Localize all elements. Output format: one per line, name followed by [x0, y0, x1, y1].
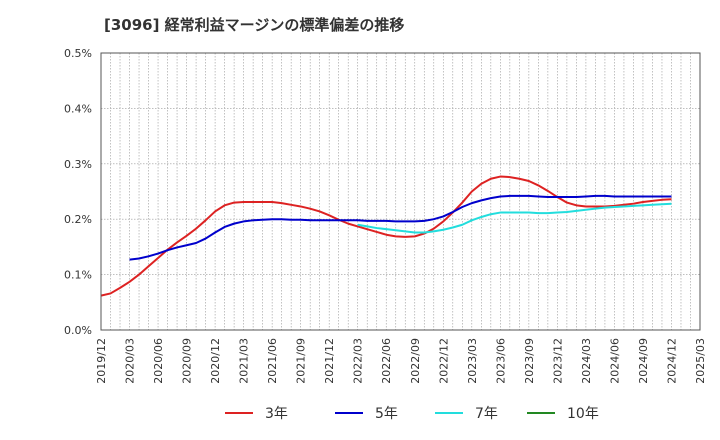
x-tick-label: 2023/03	[466, 338, 479, 384]
y-tick-label: 0.4%	[64, 102, 92, 115]
x-tick-label: 2020/12	[209, 338, 222, 384]
legend: 3年 5年 7年 10年	[225, 406, 599, 422]
series-lines	[100, 175, 672, 297]
x-tick-label: 2024/09	[637, 338, 650, 384]
x-tick-label: 2019/12	[95, 338, 108, 384]
x-tick-label: 2022/09	[409, 338, 422, 384]
y-tick-label: 0.5%	[64, 47, 92, 60]
chart-title: [3096] 経常利益マージンの標準偏差の推移	[104, 16, 405, 34]
x-tick-label: 2021/12	[323, 338, 336, 384]
x-tick-label: 2021/09	[295, 338, 308, 384]
y-tick-label: 0.0%	[64, 324, 92, 337]
axes: 0.0% 0.1% 0.2% 0.3% 0.4% 0.5% 2019/12 2020/03 20…	[64, 47, 707, 384]
legend-label-2: 5年	[375, 406, 398, 422]
plot-area	[101, 53, 700, 330]
y-tick-label: 0.1%	[64, 269, 92, 282]
x-tick-label: 2021/03	[238, 338, 251, 384]
plot-background	[101, 53, 700, 330]
x-tick-label: 2022/03	[352, 338, 365, 384]
x-tick-label: 2025/03	[694, 338, 707, 384]
plot-border	[100, 52, 701, 331]
x-tick-label: 2023/06	[494, 338, 507, 384]
series-line-3	[357, 202, 672, 234]
x-tick-label: 2022/12	[437, 338, 450, 384]
x-tick-label: 2021/06	[266, 338, 279, 384]
series-line-1	[100, 175, 672, 297]
legend-label-3: 7年	[475, 406, 498, 422]
legend-label-4: 10年	[567, 406, 599, 422]
legend-label-1: 3年	[265, 406, 288, 422]
x-tick-label: 2024/03	[580, 338, 593, 384]
x-tick-label: 2023/09	[523, 338, 536, 384]
x-tick-label: 2024/06	[608, 338, 621, 384]
x-tick-label: 2022/06	[380, 338, 393, 384]
x-tick-label: 2020/06	[152, 338, 165, 384]
x-tick-label: 2024/12	[665, 338, 678, 384]
x-tick-label: 2020/09	[181, 338, 194, 384]
series-line-2	[129, 194, 672, 261]
y-tick-label: 0.3%	[64, 158, 92, 171]
x-tick-label: 2023/12	[551, 338, 564, 384]
grid-lines	[101, 53, 700, 330]
x-tick-label: 2020/03	[124, 338, 137, 384]
y-tick-label: 0.2%	[64, 213, 92, 226]
